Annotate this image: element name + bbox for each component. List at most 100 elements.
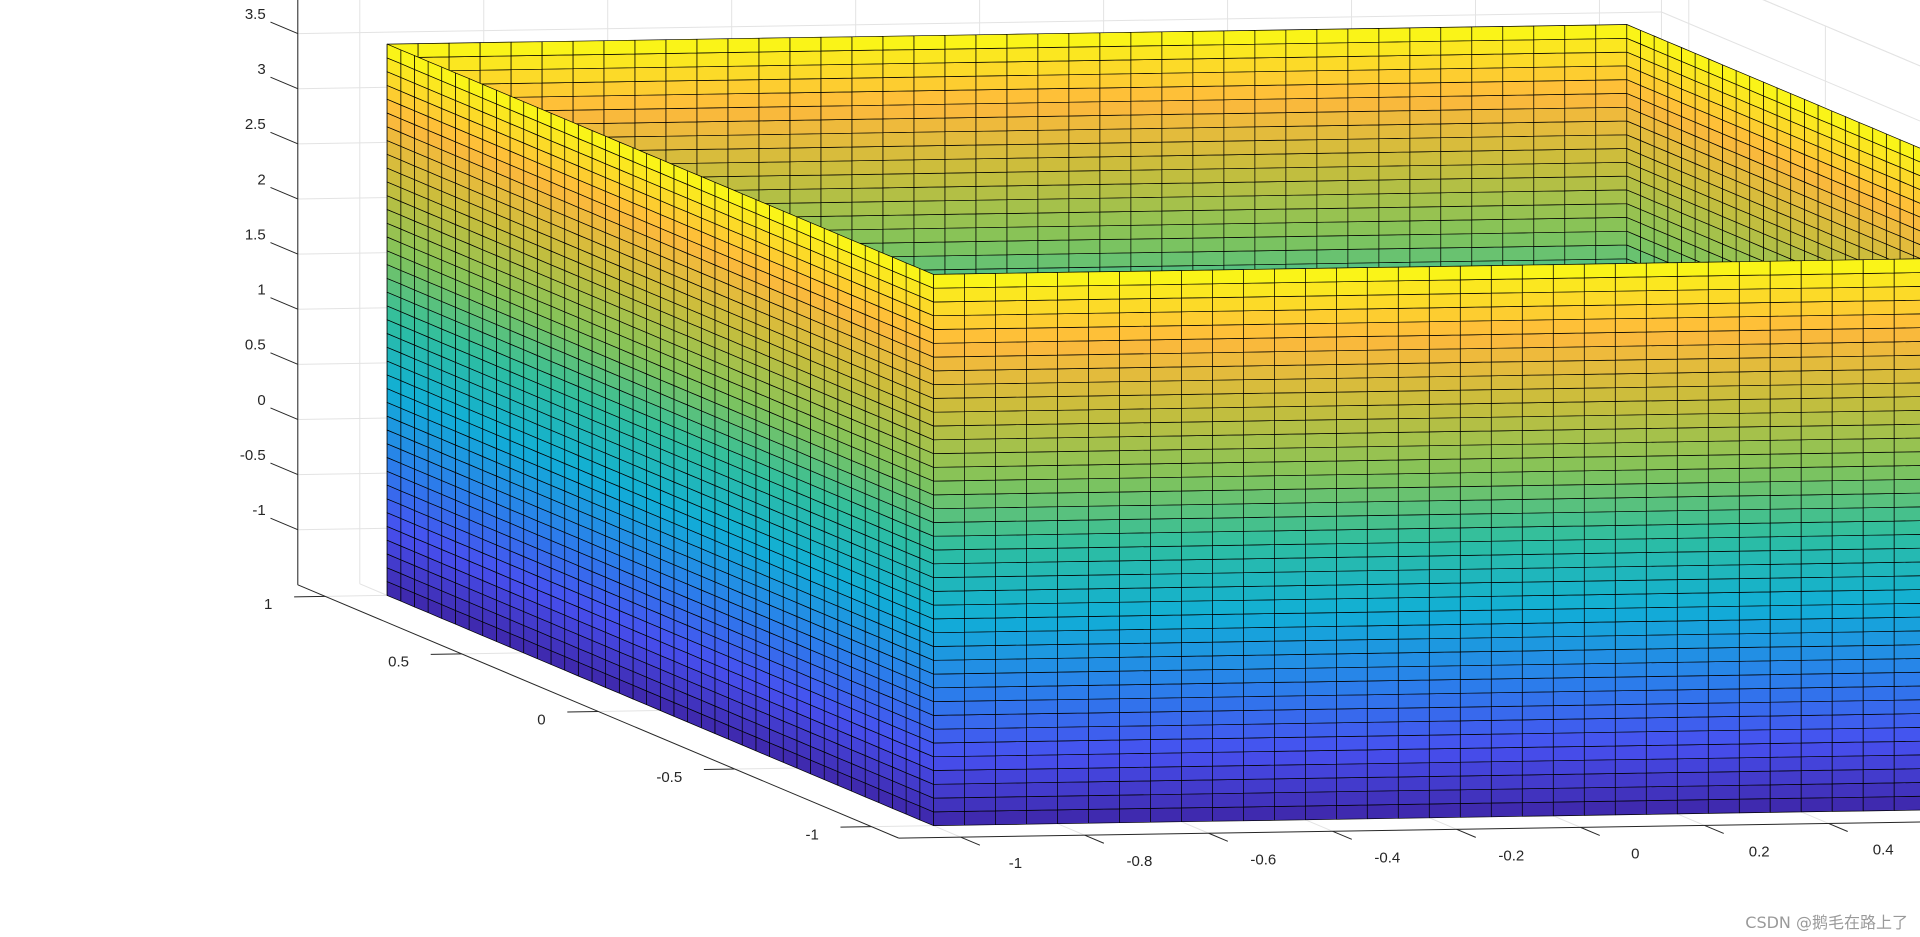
surface-face	[964, 769, 996, 785]
surface-face	[1893, 795, 1920, 811]
surface-face	[603, 108, 636, 124]
surface-face	[1254, 139, 1287, 155]
surface-face	[1521, 787, 1554, 803]
surface-face	[1254, 208, 1287, 224]
surface-face	[634, 66, 667, 82]
surface-face	[1347, 152, 1380, 168]
surface-face	[479, 55, 512, 71]
surface-face	[1471, 177, 1504, 193]
surface-face	[1223, 250, 1256, 266]
surface-face	[1006, 171, 1039, 187]
surface-face	[1088, 767, 1120, 783]
surface-face	[1316, 97, 1349, 113]
surface-face	[1502, 94, 1535, 110]
surface-face	[1212, 806, 1244, 822]
surface-face	[1192, 71, 1225, 87]
surface-face	[1533, 135, 1566, 151]
surface-face	[851, 118, 884, 134]
surface-face	[1378, 179, 1411, 195]
surface-face	[1614, 786, 1647, 802]
surface-face	[1595, 93, 1628, 109]
surface-face	[1564, 134, 1597, 150]
surface-face	[1130, 86, 1163, 102]
surface-face	[1459, 802, 1492, 818]
surface-face	[1057, 795, 1089, 811]
surface-face	[913, 158, 946, 174]
surface-face	[1428, 775, 1461, 791]
surface-face	[727, 120, 760, 136]
surface-face	[1738, 798, 1771, 814]
surface-face	[1161, 86, 1194, 102]
surface-face	[820, 215, 853, 231]
surface-face	[1161, 127, 1194, 143]
surface-face	[1378, 82, 1411, 98]
surface-face	[1409, 178, 1442, 194]
surface-face	[1502, 25, 1535, 41]
surface-face	[1502, 80, 1535, 96]
surface-face	[789, 188, 822, 204]
surface-face	[1223, 30, 1256, 46]
surface-face	[1130, 196, 1163, 212]
surface-face	[1471, 219, 1504, 235]
surface-face	[1099, 211, 1132, 227]
surface-face	[634, 80, 667, 96]
surface-face	[1409, 151, 1442, 167]
surface-face	[1471, 108, 1504, 124]
surface-face	[1254, 194, 1287, 210]
surface-face	[1068, 46, 1101, 62]
surface-face	[1254, 57, 1287, 73]
surface-face	[572, 54, 605, 70]
surface-face	[1223, 236, 1256, 252]
surface-face	[1316, 166, 1349, 182]
surface-face	[1347, 207, 1380, 223]
surface-face	[1161, 251, 1194, 267]
surface-face	[541, 54, 574, 70]
surface-face	[1595, 37, 1628, 53]
surface-face	[913, 34, 946, 50]
surface-face	[1614, 800, 1647, 816]
surface-face	[696, 79, 729, 95]
surface-face	[975, 102, 1008, 118]
surface-face	[758, 78, 791, 94]
surface-face	[1119, 808, 1151, 824]
surface-face	[1533, 245, 1566, 261]
surface-face	[1192, 209, 1225, 225]
surface-face	[1502, 39, 1535, 55]
surface-face	[1378, 137, 1411, 153]
surface-face	[1595, 24, 1628, 40]
surface-face	[1409, 164, 1442, 180]
surface-face	[1440, 233, 1473, 249]
surface-face	[1161, 31, 1194, 46]
surface-face	[1645, 799, 1678, 815]
surface-face	[1223, 57, 1256, 73]
surface-face	[1366, 790, 1399, 806]
surface-face	[1223, 222, 1256, 238]
surface-face	[1006, 88, 1039, 104]
surface-face	[1490, 774, 1523, 790]
surface-face	[510, 82, 543, 98]
surface-face	[1316, 111, 1349, 127]
surface-face	[882, 35, 915, 51]
surface-face	[1037, 239, 1070, 255]
surface-face	[1397, 803, 1430, 819]
surface-face	[1254, 236, 1287, 252]
surface-face	[665, 149, 698, 165]
surface-face	[1428, 803, 1461, 819]
surface-face	[1409, 109, 1442, 125]
surface-face	[1285, 194, 1318, 210]
surface-face	[944, 158, 977, 174]
surface-face	[913, 90, 946, 106]
surface-face	[1212, 792, 1244, 808]
surface-face	[1645, 785, 1678, 801]
surface-face	[1769, 770, 1802, 786]
surface-face	[1378, 110, 1411, 126]
surface-face	[1440, 136, 1473, 152]
surface-face	[1130, 127, 1163, 143]
surface-face	[1285, 84, 1318, 100]
surface-face	[696, 121, 729, 137]
surface-face	[1161, 113, 1194, 129]
surface-face	[1676, 799, 1709, 815]
surface-face	[1192, 223, 1225, 239]
surface-face	[1223, 195, 1256, 211]
surface-face	[882, 159, 915, 175]
